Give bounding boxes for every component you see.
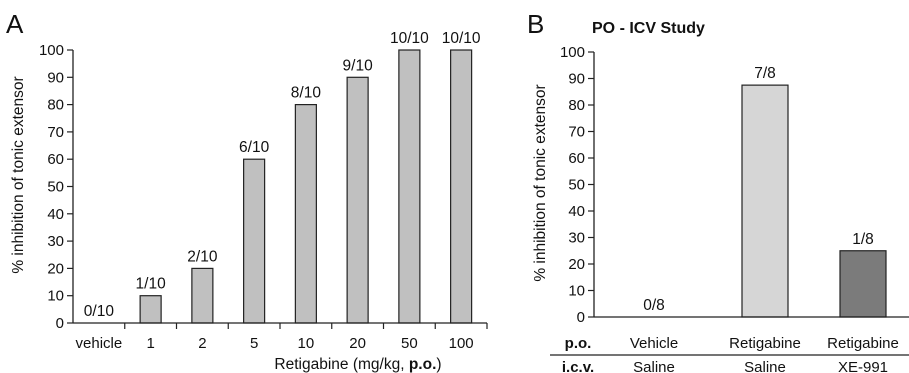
- panel-a-data-label: 8/10: [291, 85, 322, 102]
- panel-a-y-tick-label: 20: [47, 260, 64, 277]
- panel-a-y-tick-label: 50: [47, 179, 64, 196]
- panel-a-data-label: 2/10: [187, 248, 218, 265]
- panel-b-y-axis: 0 10 20 30 40 50 60 70 80 90 100: [560, 44, 594, 326]
- panel-a-x-axis-label-part3: ): [436, 356, 441, 373]
- panel-b-bar: [839, 250, 887, 318]
- panel-b-data-label: 1/8: [852, 231, 874, 248]
- panel-a-y-tick-label: 10: [47, 288, 64, 305]
- panel-a-y-tick-label: 90: [47, 69, 64, 86]
- panel-a-data-label: 10/10: [390, 30, 429, 47]
- panel-b-y-tick-label: 50: [568, 177, 585, 194]
- panel-a-bar: [450, 49, 473, 324]
- panel-a-bar: [191, 267, 214, 324]
- panel-a-y-tick-label: 70: [47, 124, 64, 141]
- panel-a-label: A: [6, 9, 24, 39]
- panel-b-data-labels: 0/8 7/8 1/8: [643, 65, 874, 314]
- panel-a-y-tick-label: 0: [56, 315, 64, 332]
- panel-b-data-label: 0/8: [643, 297, 665, 314]
- panel-b-category-label-icv: XE-991: [838, 359, 888, 373]
- panel-b-y-tick-label: 20: [568, 256, 585, 273]
- panel-a-data-label: 0/10: [84, 303, 115, 320]
- panel-b-label: B: [527, 9, 544, 39]
- panel-b-bar: [741, 84, 789, 318]
- panel-b-y-axis-label: % inhibition of tonic extensor: [532, 84, 549, 281]
- panel-a-bar: [294, 103, 317, 324]
- panel-a-category-label: 100: [449, 335, 474, 352]
- panel-b-y-tick-label: 80: [568, 97, 585, 114]
- panel-b-category-label-icv: Saline: [633, 359, 675, 373]
- panel-a-bar: [139, 295, 162, 324]
- panel-a-data-labels: 0/10 1/10 2/10 6/10 8/10 9/10 10/10 10/10: [84, 30, 481, 320]
- panel-a-category-label: 10: [298, 335, 315, 352]
- panel-b-y-tick-label: 0: [577, 309, 585, 326]
- panel-b-row-header-po: p.o.: [565, 335, 592, 352]
- panel-a-y-tick-label: 80: [47, 97, 64, 114]
- panel-a-data-label: 6/10: [239, 139, 270, 156]
- panel-b-bars: [741, 84, 887, 318]
- panel-b-bar-chart: B PO - ICV Study % inhibition of tonic e…: [527, 9, 909, 373]
- panel-a-data-label: 10/10: [442, 30, 481, 47]
- panel-a-y-axis: 0 10 20 30 40 50 60 70 80 90 100: [39, 42, 73, 332]
- panel-a-y-tick-label: 100: [39, 42, 64, 59]
- panel-a-category-label: 20: [349, 335, 366, 352]
- panel-b-category-label-po: Retigabine: [729, 335, 801, 352]
- panel-a-category-label: vehicle: [76, 335, 123, 352]
- panel-b-category-label-po: Vehicle: [630, 335, 678, 352]
- panel-a-data-label: 1/10: [136, 276, 167, 293]
- panel-b-y-tick-label: 90: [568, 71, 585, 88]
- panel-b-category-label-icv: Saline: [744, 359, 786, 373]
- panel-a-x-axis-label-po: p.o.: [409, 356, 437, 373]
- panel-a-y-tick-label: 60: [47, 151, 64, 168]
- panel-a-category-label: 2: [198, 335, 206, 352]
- panel-a-bar: [398, 49, 421, 324]
- panel-b-y-tick-label: 60: [568, 150, 585, 167]
- panel-a-y-tick-label: 30: [47, 233, 64, 250]
- panel-b-y-tick-label: 10: [568, 283, 585, 300]
- panel-b-y-tick-label: 70: [568, 124, 585, 141]
- panel-a-bar: [346, 76, 369, 324]
- panel-a-x-axis: vehicle 1 2 5 10 20 50 100: [76, 323, 488, 352]
- panel-b-y-tick-label: 100: [560, 44, 585, 61]
- panel-b-title: PO - ICV Study: [592, 20, 705, 37]
- panel-b-y-tick-label: 30: [568, 230, 585, 247]
- panel-a-x-axis-label-part1: Retigabine (mg/kg,: [274, 356, 408, 373]
- panel-a-bar-chart: A % inhibition of tonic extensor 0 10 20 30…: [6, 9, 488, 373]
- panel-a-bar: [243, 158, 266, 324]
- panel-a-data-label: 9/10: [343, 57, 374, 74]
- panel-b-row-header-icv: i.c.v.: [562, 359, 594, 373]
- panel-a-category-label: 50: [401, 335, 418, 352]
- panel-b-category-label-po: Retigabine: [827, 335, 899, 352]
- panel-b-data-label: 7/8: [754, 65, 776, 82]
- panel-b-x-axis: Vehicle Saline Retigabine Saline Retigabine X…: [630, 335, 899, 373]
- panel-a-category-label: 1: [146, 335, 154, 352]
- panel-a-category-label: 5: [250, 335, 258, 352]
- panel-a-y-axis-label: % inhibition of tonic extensor: [10, 76, 27, 273]
- panel-a-x-axis-label: Retigabine (mg/kg, p.o.): [274, 356, 441, 373]
- panel-b-y-tick-label: 40: [568, 203, 585, 220]
- panel-a-y-tick-label: 40: [47, 206, 64, 223]
